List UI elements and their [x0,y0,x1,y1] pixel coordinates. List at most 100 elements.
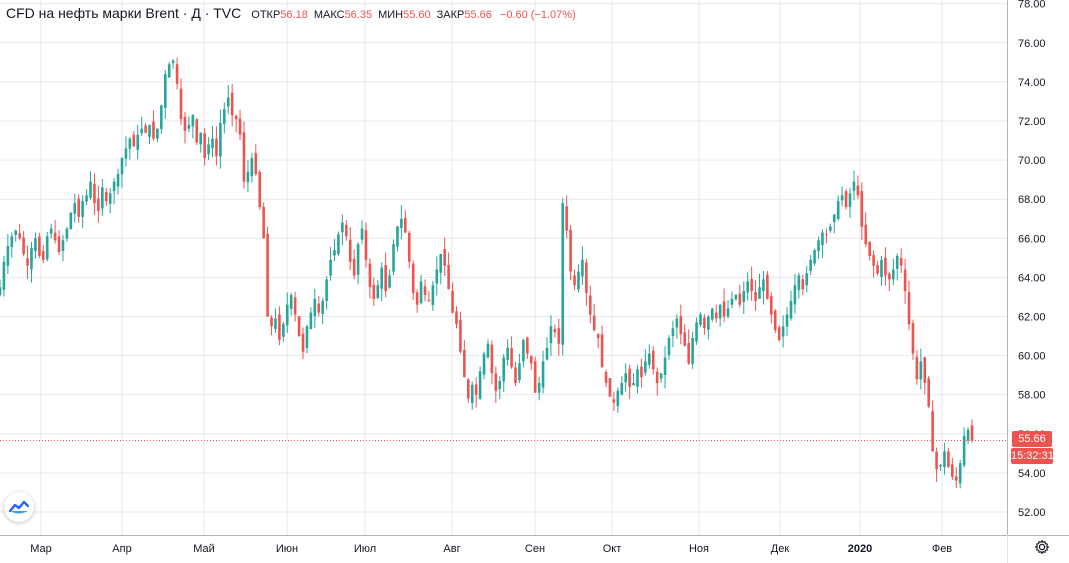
candle[interactable] [557,318,561,356]
candle[interactable] [0,279,2,297]
candle[interactable] [466,377,470,404]
candle[interactable] [266,226,269,317]
candle[interactable] [569,224,572,281]
candle[interactable] [203,128,206,166]
candle[interactable] [966,426,970,445]
candle[interactable] [821,229,824,259]
candle[interactable] [179,78,183,126]
candle[interactable] [61,234,65,262]
candle[interactable] [305,324,309,354]
candle[interactable] [364,222,368,268]
candle[interactable] [848,187,852,218]
candle[interactable] [301,327,305,360]
candle[interactable] [108,187,112,214]
candle[interactable] [282,321,285,342]
candle[interactable] [463,340,466,378]
candle[interactable] [396,225,399,252]
candle[interactable] [518,353,521,383]
candle[interactable] [211,126,214,158]
candle[interactable] [411,260,415,301]
candle[interactable] [773,309,777,334]
candle[interactable] [832,213,836,234]
candle[interactable] [124,136,128,167]
candle[interactable] [899,248,903,274]
candle[interactable] [683,324,687,347]
candle[interactable] [447,252,450,290]
candle[interactable] [553,324,557,338]
candle[interactable] [160,104,163,134]
candle[interactable] [636,364,639,394]
candle[interactable] [380,262,384,302]
candle[interactable] [230,84,234,127]
candle[interactable] [667,335,671,360]
candle[interactable] [101,178,104,217]
candle[interactable] [663,346,667,389]
candle[interactable] [494,366,498,403]
candle[interactable] [132,131,136,147]
candle[interactable] [573,269,576,291]
candle[interactable] [443,237,446,276]
candle[interactable] [545,337,549,361]
candle[interactable] [730,291,734,309]
candle[interactable] [234,114,238,133]
candle[interactable] [962,427,966,468]
candle[interactable] [891,258,895,286]
candle[interactable] [274,308,277,334]
candle[interactable] [372,277,376,307]
candle[interactable] [333,239,336,262]
candle[interactable] [435,256,439,296]
candle[interactable] [895,253,899,281]
candles[interactable] [0,57,974,489]
candle[interactable] [73,193,77,223]
time-axis[interactable]: Мар Апр Май Июн Июл Авг Сен Окт Ноя Дек 2020 Фев [30,543,952,555]
candle[interactable] [502,354,506,393]
candle[interactable] [199,132,202,153]
candle[interactable] [726,300,730,319]
candle[interactable] [860,182,864,240]
candle[interactable] [49,223,53,239]
candle[interactable] [655,367,659,396]
candle[interactable] [348,227,352,271]
candle[interactable] [722,288,726,323]
candle[interactable] [738,284,742,308]
candle[interactable] [167,62,171,78]
candle[interactable] [175,57,179,90]
candle[interactable] [341,214,344,246]
candle[interactable] [116,168,120,195]
candle[interactable] [242,121,246,189]
candle[interactable] [45,231,49,262]
candle[interactable] [136,125,140,160]
candle[interactable] [754,280,757,311]
candle[interactable] [498,376,502,400]
candle[interactable] [903,258,907,304]
candle[interactable] [529,355,533,370]
candle[interactable] [628,364,631,399]
candle[interactable] [864,212,868,247]
candle[interactable] [687,329,690,365]
candle[interactable] [734,294,738,301]
candle[interactable] [313,288,317,328]
candle[interactable] [34,232,37,259]
candle[interactable] [659,373,663,383]
candle[interactable] [474,377,478,408]
candle[interactable] [608,377,612,397]
candle[interactable] [600,325,604,368]
candle[interactable] [699,312,702,327]
candle[interactable] [238,109,242,141]
candle[interactable] [880,255,883,286]
candle[interactable] [817,236,820,260]
candle[interactable] [112,177,116,205]
candle[interactable] [506,339,509,366]
candle[interactable] [97,185,100,223]
candle[interactable] [246,159,250,193]
candle[interactable] [718,303,722,327]
candle[interactable] [533,356,537,394]
candle[interactable] [884,247,887,286]
candle[interactable] [415,289,419,313]
candle[interactable] [171,59,175,69]
candle[interactable] [81,195,84,229]
candle[interactable] [337,231,340,256]
candle[interactable] [565,195,568,239]
candle[interactable] [526,336,529,360]
